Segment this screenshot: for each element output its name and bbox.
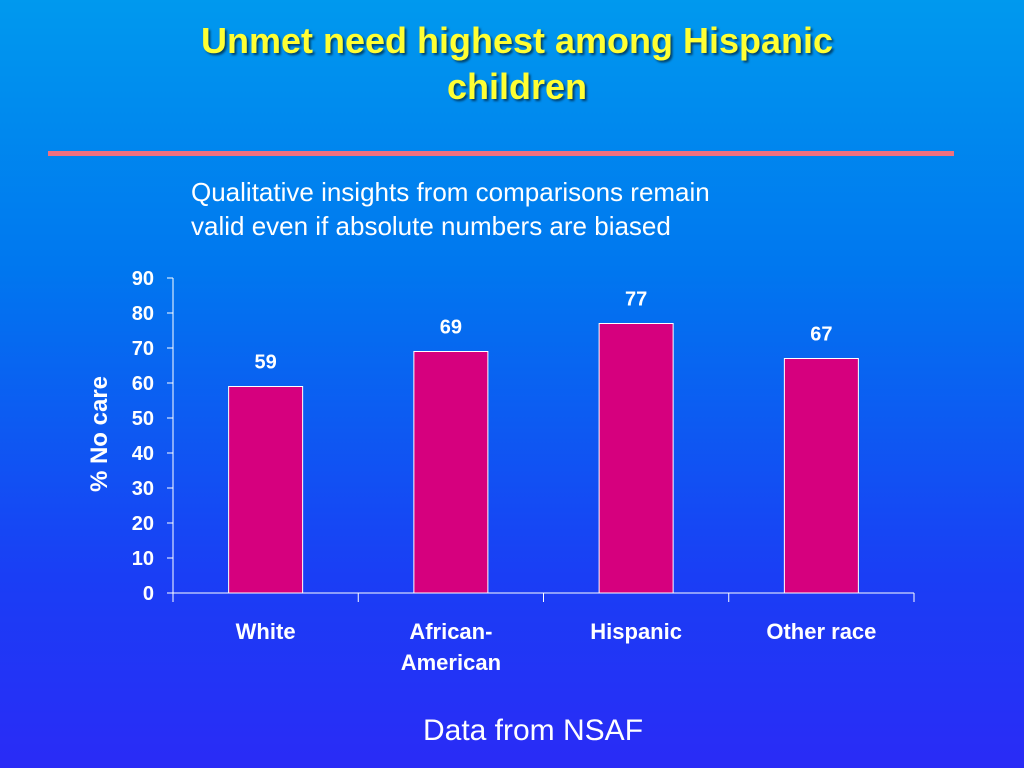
x-category-label: African-: [409, 619, 492, 644]
y-tick-label: 0: [143, 583, 154, 605]
chart-subtitle: Qualitative insights from comparisons re…: [191, 175, 911, 243]
source-note: Data from NSAF: [422, 714, 644, 747]
y-tick-label: 10: [132, 548, 154, 570]
y-tick-label: 70: [132, 338, 154, 360]
y-tick-label: 60: [132, 373, 154, 395]
y-tick-label: 90: [132, 268, 154, 290]
y-tick-label: 20: [132, 513, 154, 535]
subtitle-line-2: valid even if absolute numbers are biase…: [191, 211, 671, 241]
x-category-label: American: [401, 650, 501, 675]
y-tick-label: 40: [132, 443, 154, 465]
bar: [228, 386, 304, 594]
slide-title-line-1: Unmet need highest among Hispanic: [200, 20, 834, 61]
data-label: 77: [625, 289, 647, 311]
x-category-label: White: [236, 619, 296, 644]
bar: [783, 358, 859, 594]
data-label: 59: [255, 352, 277, 374]
bar-chart: 0 10 20 30 40 50 60 70 80 90 % No care 59 White 69 Afr…: [86, 268, 876, 675]
data-label: 69: [440, 317, 462, 339]
bar: [413, 351, 489, 594]
subtitle-line-1: Qualitative insights from comparisons re…: [191, 177, 710, 207]
slide-title: Unmet need highest among Hispanic childr…: [0, 18, 1024, 110]
data-label: 67: [810, 324, 832, 346]
x-category-label: Other race: [766, 619, 876, 644]
y-tick-label: 30: [132, 478, 154, 500]
title-divider: [48, 151, 954, 156]
bar: [598, 323, 674, 594]
y-axis-label: % No care: [86, 376, 113, 492]
y-tick-label: 80: [132, 303, 154, 325]
y-tick-label: 50: [132, 408, 154, 430]
x-category-label: Hispanic: [590, 619, 682, 644]
slide-title-line-2: children: [446, 66, 588, 107]
